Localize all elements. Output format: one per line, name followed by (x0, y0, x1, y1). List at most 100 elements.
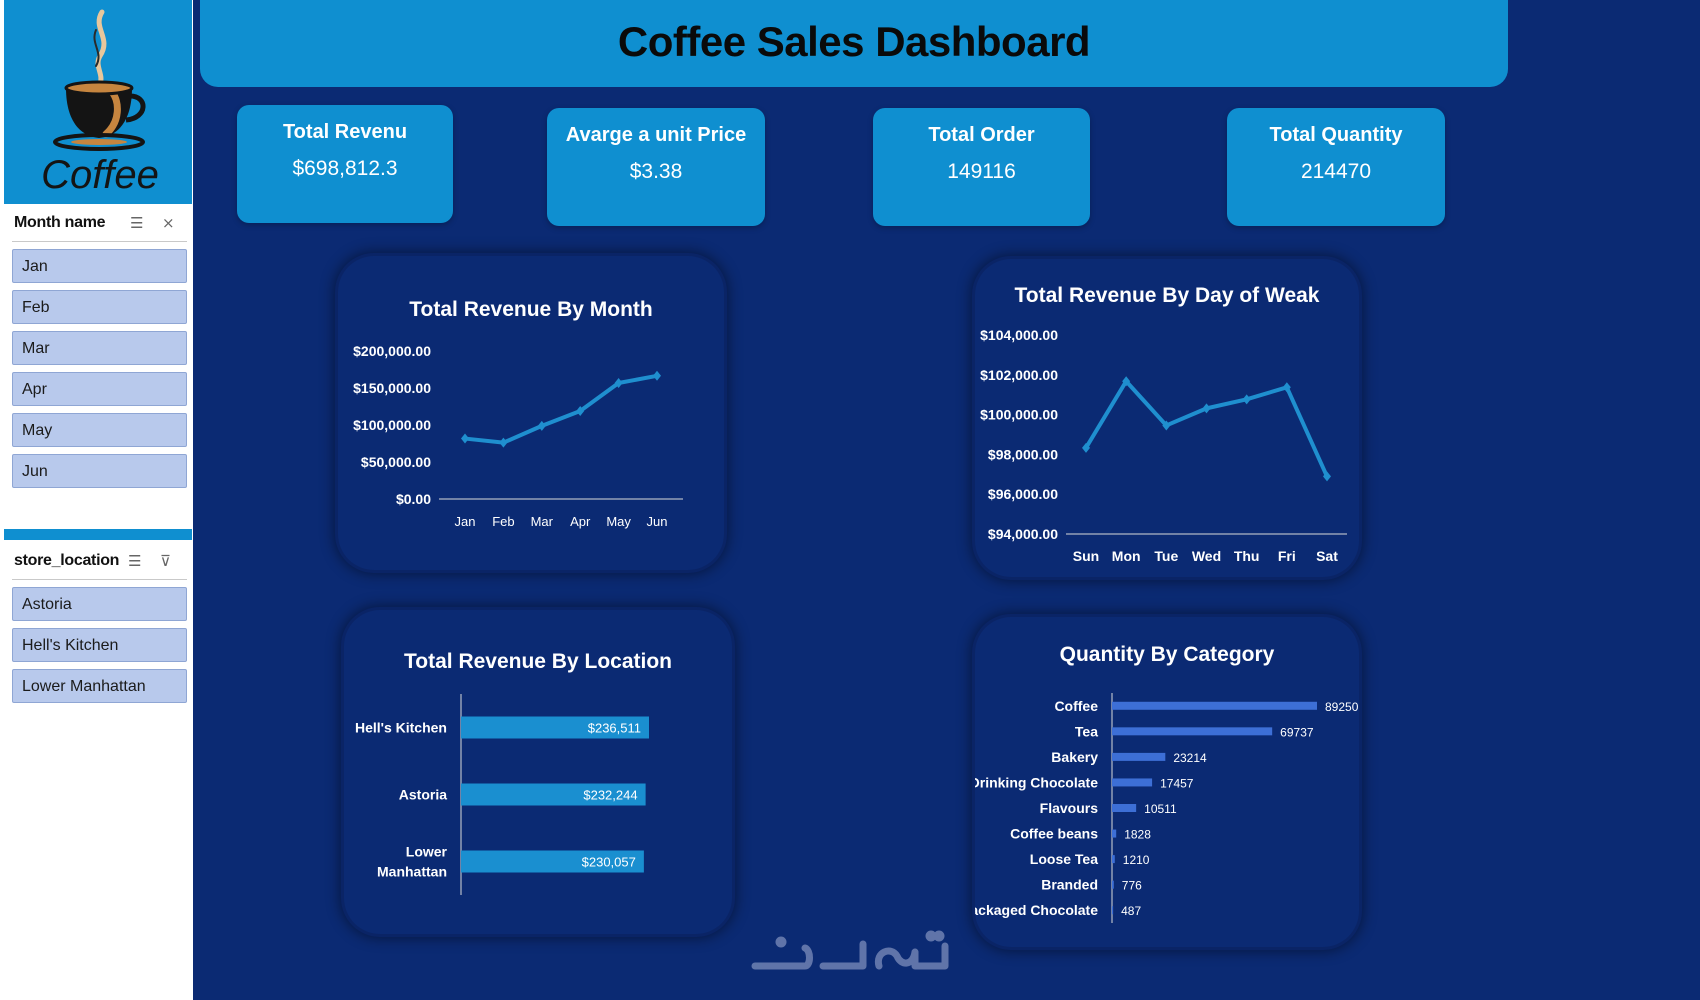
clear-filter-icon[interactable]: ⨯ (162, 215, 175, 232)
data-label: 487 (1121, 904, 1141, 918)
revenue-by-location-panel: Total Revenue By Location Hell's Kitchen… (344, 610, 732, 934)
data-point (499, 437, 508, 448)
data-label: 1828 (1124, 828, 1151, 842)
x-tick-label: Jun (647, 514, 668, 529)
slicer-item-hells-kitchen[interactable]: Hell's Kitchen (12, 628, 187, 662)
slicer-item-jan[interactable]: Jan (12, 249, 187, 283)
svg-text:Coffee: Coffee (41, 153, 159, 197)
category-label: Tea (1075, 723, 1098, 739)
bar (461, 716, 649, 739)
category-label: Flavours (1040, 800, 1099, 816)
bar (1112, 778, 1153, 787)
y-tick-label: $100,000.00 (980, 407, 1058, 423)
data-label: 17457 (1160, 776, 1194, 790)
month-slicer: Month name ☰ ⨯ Jan Feb Mar Apr May Jun (12, 205, 187, 488)
category-label: Coffee beans (1010, 826, 1098, 842)
data-label: $230,057 (582, 855, 636, 870)
slicer-item-may[interactable]: May (12, 413, 187, 447)
bar (1112, 855, 1115, 864)
data-label: 776 (1122, 879, 1142, 893)
revenue-by-day-chart: $104,000.00 $102,000.00 $100,000.00 $98,000… (980, 327, 1347, 564)
data-label: $232,244 (583, 788, 637, 803)
x-tick-label: Mon (1112, 548, 1141, 564)
data-label: 23214 (1173, 751, 1207, 765)
kpi-label: Total Order (928, 124, 1035, 146)
x-tick-label: Tue (1154, 548, 1178, 564)
sidebar: Coffee Month name ☰ ⨯ Jan Feb Mar Apr Ma… (0, 0, 193, 1000)
data-point (1282, 382, 1291, 393)
clear-filter-icon[interactable]: ⊽ (160, 553, 171, 570)
multi-select-icon[interactable]: ☰ (130, 215, 144, 232)
category-label: Manhattan (377, 864, 447, 880)
chart-title: Quantity By Category (1059, 643, 1275, 666)
chart-title: Total Revenue By Day of Weak (1014, 284, 1320, 307)
month-slicer-header: Month name ☰ ⨯ (12, 205, 187, 242)
bar (1112, 804, 1137, 812)
y-tick-label: $50,000.00 (361, 454, 431, 470)
chart-title: Total Revenue By Location (404, 650, 672, 673)
quantity-by-category-chart: Coffee 89250 Tea 69737 Bakery 23214 Drinking C… (975, 693, 1359, 923)
category-label: Packaged Chocolate (975, 902, 1098, 918)
data-point (1122, 376, 1131, 387)
kpi-label: Total Revenu (282, 121, 408, 143)
y-tick-label: $96,000.00 (988, 486, 1058, 502)
data-label: 89250 (1325, 700, 1359, 714)
slicer-item-jun[interactable]: Jun (12, 454, 187, 488)
data-point (1242, 394, 1251, 405)
slicer-item-astoria[interactable]: Astoria (12, 587, 187, 621)
y-tick-label: $150,000.00 (353, 380, 431, 396)
kpi-value: $698,812.3 (292, 157, 398, 180)
category-label: Bakery (1051, 749, 1098, 765)
location-slicer: store_location ☰ ⊽ Astoria Hell's Kitche… (12, 543, 187, 703)
x-tick-label: Mar (531, 514, 554, 529)
kpi-label: Avarge a unit Price (565, 124, 747, 146)
multi-select-icon[interactable]: ☰ (128, 553, 142, 570)
title-banner: Coffee Sales Dashboard (200, 0, 1508, 87)
slicer-item-lower-manhattan[interactable]: Lower Manhattan (12, 669, 187, 703)
revenue-by-month-panel: Total Revenue By Month $200,000.00 $150,0… (338, 256, 724, 570)
x-tick-label: Apr (570, 514, 591, 529)
x-tick-label: Jan (455, 514, 476, 529)
series-line (464, 373, 658, 445)
kpi-value: 149116 (947, 160, 1016, 183)
kpi-total-quantity: Total Quantity 214470 (1227, 108, 1445, 226)
location-slicer-title: store_location (14, 552, 120, 569)
bar (461, 850, 644, 873)
x-tick-label: Feb (492, 514, 514, 529)
category-label: Branded (1041, 877, 1098, 893)
slicer-separator (4, 529, 192, 540)
coffee-logo: Coffee (4, 0, 192, 204)
kpi-total-revenue: Total Revenu $698,812.3 (237, 105, 453, 223)
kpi-value: $3.38 (629, 160, 683, 183)
bar (1112, 906, 1114, 915)
y-tick-label: $102,000.00 (980, 367, 1058, 383)
kpi-average-unit-price: Avarge a unit Price $3.38 (547, 108, 765, 226)
data-point (1162, 420, 1171, 431)
data-label: 69737 (1280, 725, 1314, 739)
y-tick-label: $200,000.00 (353, 343, 431, 359)
kpi-value: 214470 (1300, 160, 1372, 183)
kpi-total-order: Total Order 149116 (873, 108, 1090, 226)
data-label: 1210 (1123, 853, 1150, 867)
slicer-item-feb[interactable]: Feb (12, 290, 187, 324)
data-point (1202, 403, 1211, 414)
coffee-cup-icon: Coffee (41, 9, 159, 197)
x-tick-label: Sat (1316, 548, 1338, 564)
x-tick-label: Sun (1073, 548, 1099, 564)
x-tick-label: May (606, 514, 631, 529)
y-tick-label: $98,000.00 (988, 446, 1058, 462)
y-tick-label: $104,000.00 (980, 327, 1058, 343)
x-tick-label: Wed (1192, 548, 1221, 564)
x-tick-label: Fri (1278, 548, 1296, 564)
slicer-item-apr[interactable]: Apr (12, 372, 187, 406)
y-tick-label: $0.00 (396, 491, 431, 507)
y-tick-label: $94,000.00 (988, 526, 1058, 542)
watermark-logo (751, 930, 949, 970)
slicer-item-mar[interactable]: Mar (12, 331, 187, 365)
quantity-by-category-panel: Quantity By Category Coffee 89250 Tea 69737… (975, 617, 1359, 947)
revenue-by-location-chart: Hell's Kitchen $236,511 Astoria $232,244 Low… (355, 694, 649, 895)
bar (1112, 829, 1117, 838)
location-slicer-header: store_location ☰ ⊽ (12, 543, 187, 580)
category-label: Loose Tea (1030, 851, 1098, 867)
kpi-label: Total Quantity (1269, 124, 1403, 146)
